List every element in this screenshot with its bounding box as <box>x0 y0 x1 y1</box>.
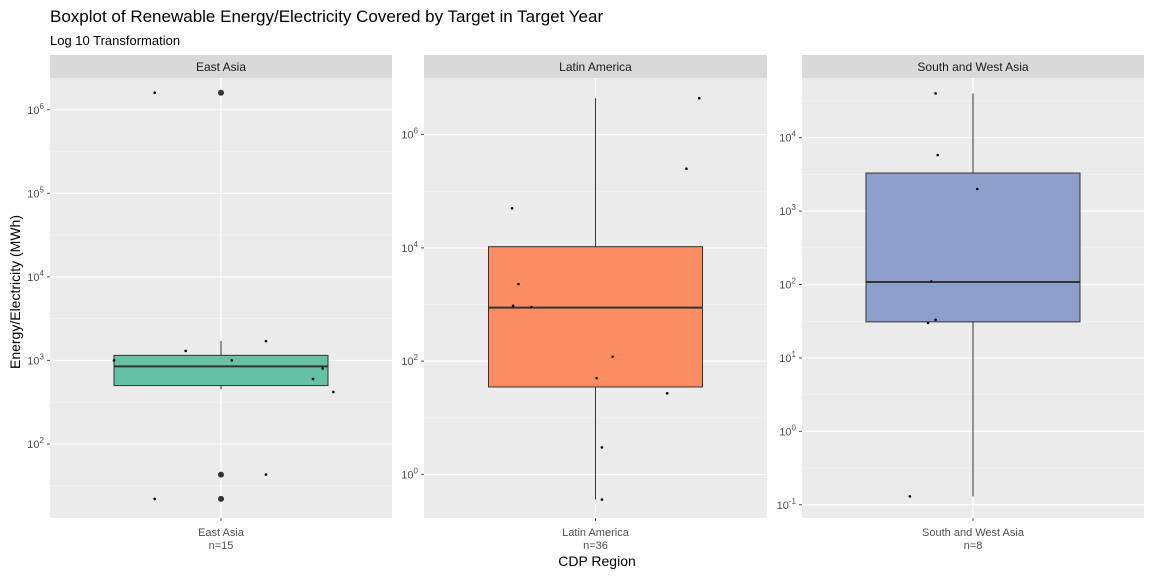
x-tick-label: South and West Asia <box>922 527 1025 539</box>
jitter-point <box>929 280 933 283</box>
box-iqr <box>865 172 1081 323</box>
jitter-point <box>230 359 233 362</box>
jitter-point <box>311 377 315 381</box>
jitter-point <box>611 355 614 358</box>
y-tick-label: 103 <box>779 203 796 218</box>
y-tick-label: 105 <box>27 185 44 200</box>
jitter-point <box>153 497 156 501</box>
x-count-label: n=15 <box>209 540 234 552</box>
y-tick-label: 106 <box>401 127 418 142</box>
x-tick-label: East Asia <box>198 527 245 539</box>
y-tick-label: 102 <box>27 436 44 451</box>
x-count-label: n=8 <box>964 540 983 552</box>
facet-strip <box>424 55 767 78</box>
jitter-point <box>600 498 604 501</box>
y-tick-label: 102 <box>779 277 796 292</box>
y-tick-label: 104 <box>27 269 44 284</box>
outlier-point <box>218 89 224 96</box>
jitter-point <box>934 318 937 322</box>
x-axis-title: CDP Region <box>558 553 636 569</box>
facet-strip <box>802 55 1144 78</box>
jitter-point <box>600 446 604 449</box>
jitter-point <box>184 349 187 353</box>
jitter-point <box>112 359 116 362</box>
jitter-point <box>517 282 520 286</box>
jitter-point <box>332 390 335 394</box>
jitter-point <box>926 321 930 325</box>
chart-title: Boxplot of Renewable Energy/Electricity … <box>50 7 603 26</box>
jitter-point <box>511 304 515 308</box>
x-tick-label: Latin America <box>562 527 630 539</box>
y-tick-label: 106 <box>27 102 44 117</box>
jitter-point <box>264 473 268 476</box>
chart-subtitle: Log 10 Transformation <box>50 33 180 48</box>
x-count-label: n=36 <box>583 540 608 552</box>
jitter-point <box>908 495 912 498</box>
y-axis-title: Energy/Electricity (MWh) <box>7 215 23 369</box>
box-iqr <box>113 354 329 387</box>
facet-strip-label: South and West Asia <box>917 60 1029 74</box>
jitter-point <box>936 153 939 157</box>
y-tick-label: 102 <box>401 353 418 368</box>
jitter-point <box>934 92 937 95</box>
facet-panel-3: 10-1 100 101 102 103 104 South and West Asia So… <box>777 55 1144 552</box>
y-tick-label: 100 <box>779 423 796 438</box>
facet-strip-label: East Asia <box>196 60 246 74</box>
jitter-point <box>530 305 533 309</box>
y-tick-label: 10-1 <box>777 497 797 512</box>
outlier-point <box>218 471 224 478</box>
jitter-point <box>685 167 688 171</box>
facet-strip-label: Latin America <box>559 60 632 74</box>
jitter-point <box>510 207 514 210</box>
y-tick-label: 100 <box>401 466 418 481</box>
jitter-point <box>264 339 268 343</box>
outlier-point <box>218 495 224 502</box>
box-iqr <box>488 246 703 388</box>
jitter-point <box>595 376 598 380</box>
jitter-point <box>697 96 701 100</box>
y-tick-label: 101 <box>779 350 796 365</box>
facet-strip <box>50 55 392 78</box>
y-tick-label: 104 <box>401 240 418 255</box>
jitter-point <box>321 367 324 370</box>
y-tick-label: 103 <box>27 352 44 367</box>
y-tick-label: 104 <box>779 130 796 145</box>
jitter-point <box>975 187 979 191</box>
jitter-point <box>665 392 669 395</box>
jitter-point <box>153 91 156 95</box>
